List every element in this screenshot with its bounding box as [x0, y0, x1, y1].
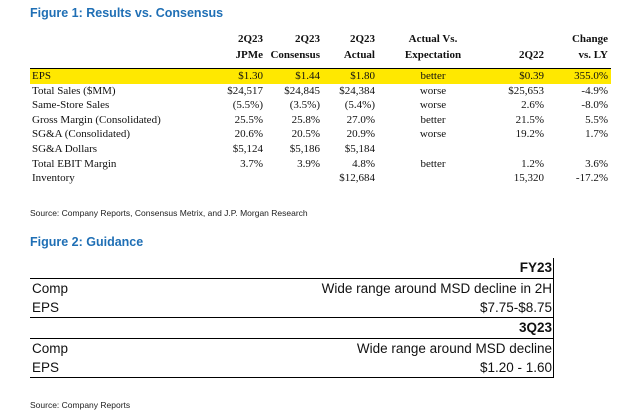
cell-label: EPS	[32, 70, 51, 82]
cell-act: $24,384	[339, 84, 375, 97]
table-row: Inventory $12,684 15,320 -17.2%	[30, 171, 611, 186]
cell-act: $5,184	[344, 142, 375, 155]
figure1-title: Figure 1: Results vs. Consensus	[30, 6, 224, 20]
cell-cons: 20.5%	[291, 128, 320, 141]
table-row: EPS $1.30 $1.44 $1.80 better $0.39 355.0%	[30, 69, 611, 84]
cell-q22: 2.6%	[521, 99, 544, 112]
cell-act: $1.80	[350, 70, 375, 82]
header-jpme: 2Q23 JPMe	[235, 33, 263, 61]
cell-jpm: $1.30	[238, 70, 263, 82]
cell-jpm: 25.5%	[234, 113, 263, 126]
guidance-period: FY23	[30, 258, 554, 279]
cell-cons: $1.44	[295, 70, 320, 82]
table-header: 2Q23 JPMe 2Q23 Consensus 2Q23 Actual Actual…	[30, 28, 611, 69]
cell-exp: worse	[419, 128, 447, 141]
cell-act: $12,684	[339, 172, 375, 185]
figure1-source: Source: Company Reports, Consensus Metri…	[30, 208, 308, 218]
cell-jpm: (5.5%)	[232, 99, 263, 112]
header-change: Change vs. LY	[571, 33, 608, 61]
results-table: 2Q23 JPMe 2Q23 Consensus 2Q23 Actual Actual…	[30, 28, 611, 186]
cell-label: Total EBIT Margin	[32, 157, 117, 170]
guidance-label: EPS	[32, 300, 60, 315]
table-right-border	[553, 258, 554, 378]
figure2-source: Source: Company Reports	[30, 400, 131, 410]
guidance-row: EPS $1.20 - 1.60	[30, 358, 554, 378]
table-row: Total EBIT Margin 3.7% 3.9% 4.8% better 1.2% 3…	[30, 157, 611, 172]
cell-jpm: $24,517	[227, 84, 263, 97]
guidance-table: FY23 Comp Wide range around MSD decline in…	[30, 258, 554, 378]
cell-q22: $25,653	[508, 84, 544, 97]
table-body: EPS $1.30 $1.44 $1.80 better $0.39 355.0% Total…	[30, 69, 611, 186]
cell-label: Inventory	[32, 172, 75, 185]
guidance-row: EPS $7.75-$8.75	[30, 298, 554, 318]
cell-jpm: $5,124	[232, 142, 263, 155]
cell-cons: 25.8%	[291, 113, 320, 126]
cell-chg: 355.0%	[574, 70, 608, 82]
cell-q22: $0.39	[519, 70, 544, 82]
guidance-row: Comp Wide range around MSD decline	[30, 339, 554, 358]
guidance-value: Wide range around MSD decline	[356, 341, 552, 356]
cell-label: SG&A (Consolidated)	[32, 128, 131, 141]
cell-label: Gross Margin (Consolidated)	[32, 113, 161, 126]
cell-cons: $24,845	[284, 84, 320, 97]
header-consensus: 2Q23 Consensus	[270, 33, 320, 61]
cell-chg: -4.9%	[581, 84, 608, 97]
cell-q22: 21.5%	[515, 113, 544, 126]
cell-cons: $5,186	[289, 142, 320, 155]
header-2q22: 2Q22	[518, 49, 544, 61]
cell-jpm: 20.6%	[234, 128, 263, 141]
guidance-label: Comp	[32, 341, 69, 356]
cell-chg: 5.5%	[585, 113, 608, 126]
cell-chg: -8.0%	[581, 99, 608, 112]
cell-exp: better	[420, 157, 446, 170]
table-row: Same-Store Sales (5.5%) (3.5%) (5.4%) worse 2…	[30, 98, 611, 113]
guidance-row: Comp Wide range around MSD decline in 2H	[30, 279, 554, 298]
guidance-value: Wide range around MSD decline in 2H	[321, 281, 552, 296]
header-expectation: Actual Vs. Expectation	[404, 33, 462, 61]
cell-q22: 1.2%	[521, 157, 544, 170]
cell-cons: 3.9%	[297, 157, 320, 170]
table-row: Total Sales ($MM) $24,517 $24,845 $24,384 wo…	[30, 84, 611, 99]
table-row: SG&A Dollars $5,124 $5,186 $5,184	[30, 142, 611, 157]
cell-act: 20.9%	[346, 128, 375, 141]
cell-cons: (3.5%)	[289, 99, 320, 112]
cell-act: 27.0%	[346, 113, 375, 126]
table-row: Gross Margin (Consolidated) 25.5% 25.8% 27.…	[30, 113, 611, 128]
cell-chg: 3.6%	[585, 157, 608, 170]
cell-act: (5.4%)	[344, 99, 375, 112]
table-row: SG&A (Consolidated) 20.6% 20.5% 20.9% worse 1…	[30, 127, 611, 142]
cell-exp: worse	[419, 84, 447, 97]
guidance-label: Comp	[32, 281, 69, 296]
figure2-title: Figure 2: Guidance	[30, 235, 144, 249]
cell-chg: -17.2%	[575, 172, 608, 185]
cell-exp: better	[420, 113, 446, 126]
cell-exp: worse	[419, 99, 447, 112]
cell-label: Total Sales ($MM)	[32, 84, 116, 97]
guidance-value: $1.20 - 1.60	[479, 360, 552, 375]
guidance-label: EPS	[32, 360, 60, 375]
header-actual: 2Q23 Actual	[343, 33, 375, 61]
cell-q22: 15,320	[513, 172, 544, 185]
cell-label: Same-Store Sales	[32, 99, 110, 112]
guidance-period: 3Q23	[30, 318, 554, 339]
guidance-value: $7.75-$8.75	[479, 300, 552, 315]
cell-act: 4.8%	[352, 157, 375, 170]
cell-jpm: 3.7%	[240, 157, 263, 170]
cell-exp: better	[420, 70, 446, 82]
cell-label: SG&A Dollars	[32, 142, 98, 155]
cell-q22: 19.2%	[515, 128, 544, 141]
cell-chg: 1.7%	[585, 128, 608, 141]
